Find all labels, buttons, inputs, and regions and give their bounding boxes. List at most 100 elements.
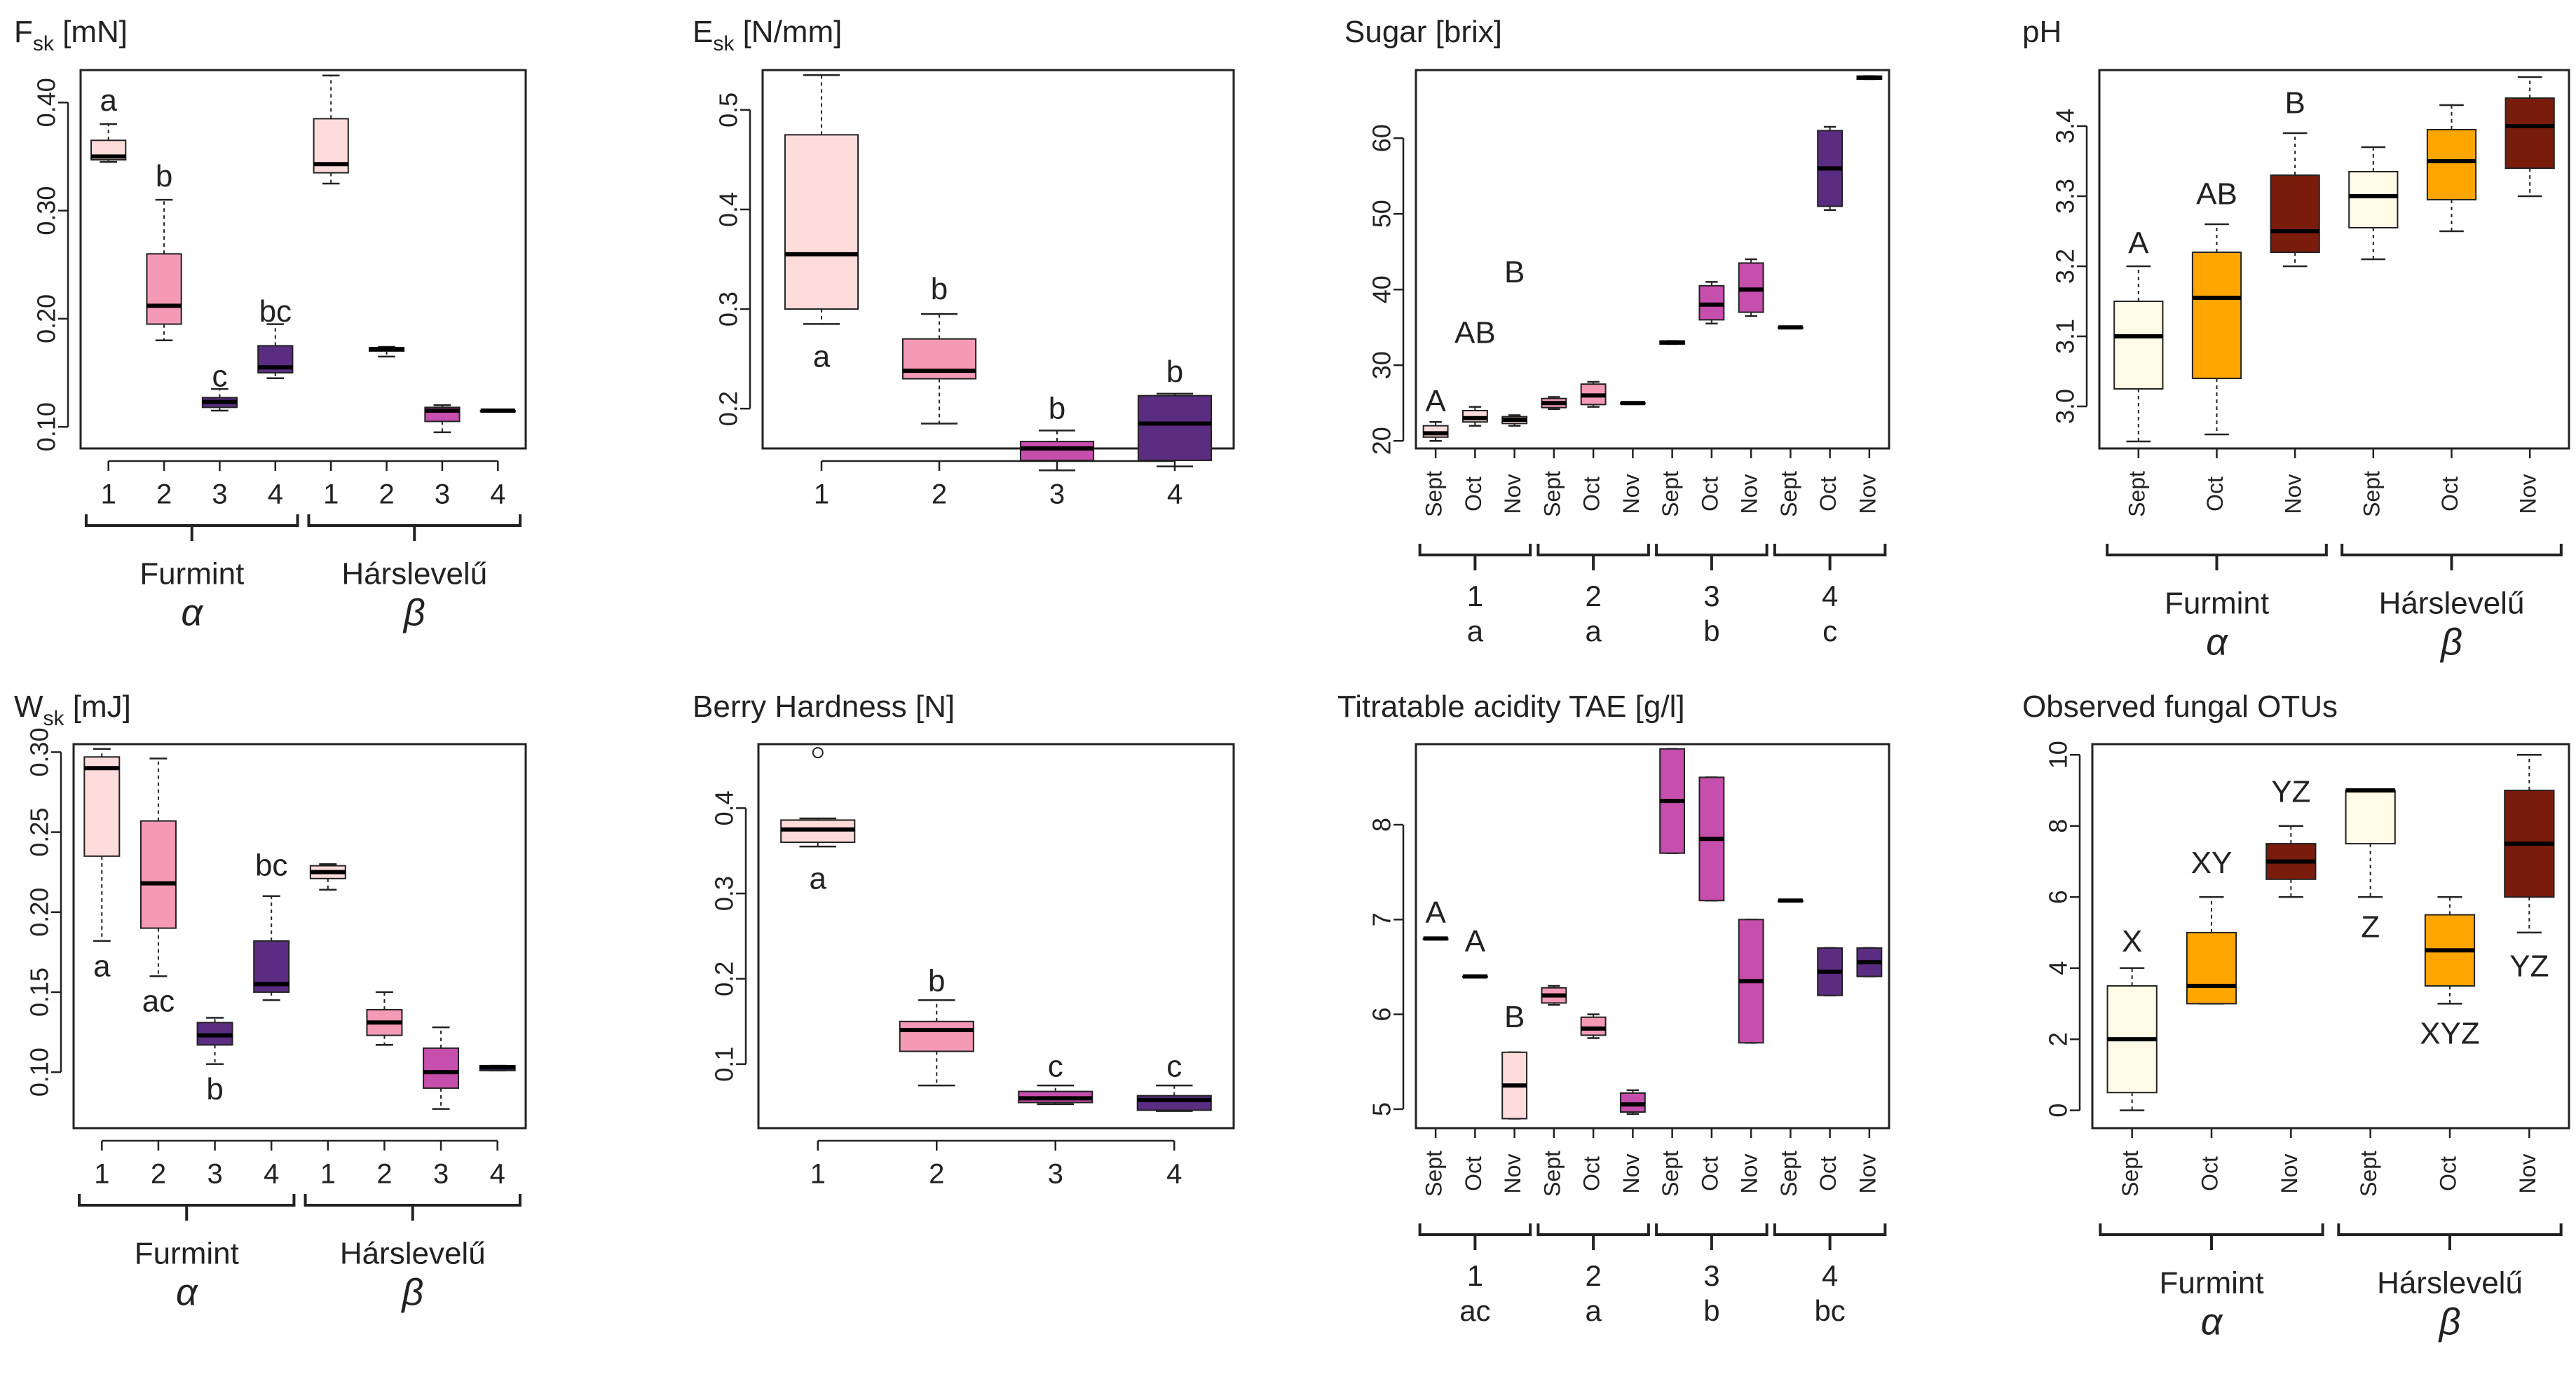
group-significance-label: a: [1585, 1294, 1602, 1327]
significance-label: c: [212, 359, 227, 393]
group-significance-label: b: [1703, 615, 1719, 647]
y-tick-label: 5: [1368, 1102, 1396, 1116]
bracket-line: [2337, 1223, 2563, 1250]
significance-label: X: [2122, 924, 2142, 959]
bracket-line: [1536, 544, 1650, 570]
box-1: [2106, 967, 2158, 1111]
panel-tae: Titratable acidity TAE [g/l] 5 6 7 8 AA B Sept O…: [1337, 689, 1890, 1327]
box-2: [1461, 406, 1488, 427]
box-3: [1501, 414, 1528, 427]
x-tick-label: Nov: [2281, 474, 2306, 514]
bracket-line: [1418, 544, 1532, 570]
box-4: [1136, 1084, 1212, 1112]
group-significance-label: c: [1822, 615, 1837, 647]
plot-frame: [2098, 69, 2570, 450]
box-7: [424, 404, 461, 434]
chart-title-subscript: sk: [33, 32, 55, 55]
plot-frame: [757, 743, 1235, 1130]
chart-title: Fsk [mN]: [14, 15, 128, 55]
panel-wsk: Wsk [mJ] 0.10 0.15 0.20 0.25 0.30 aac b bc 1 2 3 4 1 2…: [14, 689, 527, 1313]
chart-title: Sugar [brix]: [1344, 15, 1502, 49]
y-tick-label: 2: [2044, 1032, 2073, 1046]
x-tick-label: Oct: [1579, 1156, 1604, 1191]
y-tick-label: 0.4: [710, 790, 739, 825]
y-tick-label: 7: [1368, 912, 1396, 926]
chart-title-unit: [mN]: [54, 15, 128, 49]
y-tick-label: 0.30: [32, 186, 61, 235]
group-significance-label: bc: [1814, 1294, 1845, 1327]
box-5: [2424, 895, 2476, 1005]
box-3: [196, 1017, 233, 1065]
significance-label: a: [93, 949, 111, 983]
box-1: [1422, 936, 1449, 941]
chart-title: Esk [N/mm]: [693, 15, 842, 55]
y-tick-label: 6: [1368, 1008, 1396, 1022]
box-iqr: [139, 820, 177, 929]
panel-ph: pH 3.0 3.1 3.2 3.3 3.4 A AB B Sept Oct Nov Sept Oct No…: [2022, 15, 2570, 663]
group-greek-label: β: [2439, 621, 2462, 663]
y-tick-label: 0.20: [25, 888, 54, 937]
significance-label: AB: [1454, 316, 1496, 350]
significance-label: AB: [2196, 177, 2237, 212]
significance-label: a: [813, 340, 831, 374]
group-label: 2: [1585, 1259, 1601, 1292]
significance-label: b: [1166, 355, 1183, 389]
box-5: [309, 863, 346, 891]
chart-title-main: F: [14, 15, 33, 49]
x-tick-label: Sept: [1776, 1151, 1801, 1197]
group-greek-label: β: [402, 591, 425, 633]
box-5: [2426, 104, 2477, 233]
y-tick-label: 0.1: [710, 1047, 739, 1082]
y-tick-label: 50: [1368, 200, 1396, 228]
box-1: [1422, 420, 1449, 442]
x-tick-label: Nov: [1737, 474, 1762, 514]
group-label: Hárslevelű: [2377, 1266, 2523, 1301]
group-significance-label: a: [1585, 615, 1602, 647]
group-label: 2: [1585, 579, 1601, 612]
box-iqr: [1137, 394, 1213, 462]
plot-frame: [761, 69, 1235, 450]
box-1: [784, 74, 859, 325]
group-label: 1: [1467, 1259, 1483, 1292]
group-greek-label: β: [2438, 1301, 2461, 1343]
group-label: 1: [1467, 579, 1483, 612]
significance-label: YZ: [2509, 949, 2549, 983]
x-tick-label: 1: [320, 1159, 336, 1190]
x-tick-label: 1: [323, 479, 339, 510]
significance-label: A: [1425, 895, 1446, 930]
chart-title-main: pH: [2022, 15, 2062, 49]
box-4: [1541, 984, 1567, 1006]
x-tick-label: Nov: [2516, 474, 2541, 514]
group-bracket: 1ac: [1418, 1223, 1532, 1327]
significance-label: a: [100, 83, 117, 118]
x-tick-label: Oct: [1579, 476, 1604, 512]
significance-label: A: [1425, 384, 1446, 418]
box-2: [899, 999, 974, 1087]
y-tick-label: 3.0: [2051, 389, 2080, 424]
group-label: 4: [1822, 1259, 1838, 1292]
box-9: [1738, 258, 1764, 317]
y-tick-label: 0.30: [25, 727, 54, 776]
y-tick-label: 0.10: [25, 1048, 54, 1097]
x-tick-label: 3: [435, 479, 450, 510]
x-tick-label: 4: [268, 479, 283, 510]
chart-title-main: Titratable acidity TAE [g/l]: [1337, 689, 1685, 724]
significance-label: YZ: [2271, 775, 2310, 809]
significance-label: A: [2128, 226, 2149, 261]
x-tick-label: Oct: [2202, 476, 2228, 512]
box-iqr: [423, 1047, 460, 1089]
bracket-line: [2340, 544, 2563, 570]
significance-label: c: [1048, 1049, 1063, 1083]
group-label: Furmint: [135, 1237, 239, 1271]
x-tick-label: 3: [433, 1159, 449, 1190]
y-tick-label: 0: [2044, 1104, 2073, 1118]
significance-label: b: [931, 272, 948, 306]
plot-frame: [72, 743, 527, 1130]
y-tick-label: 4: [2044, 961, 2073, 975]
box-3: [201, 387, 238, 412]
box-3: [2265, 825, 2317, 898]
x-tick-label: Sept: [1776, 471, 1801, 517]
box-2: [146, 198, 182, 341]
